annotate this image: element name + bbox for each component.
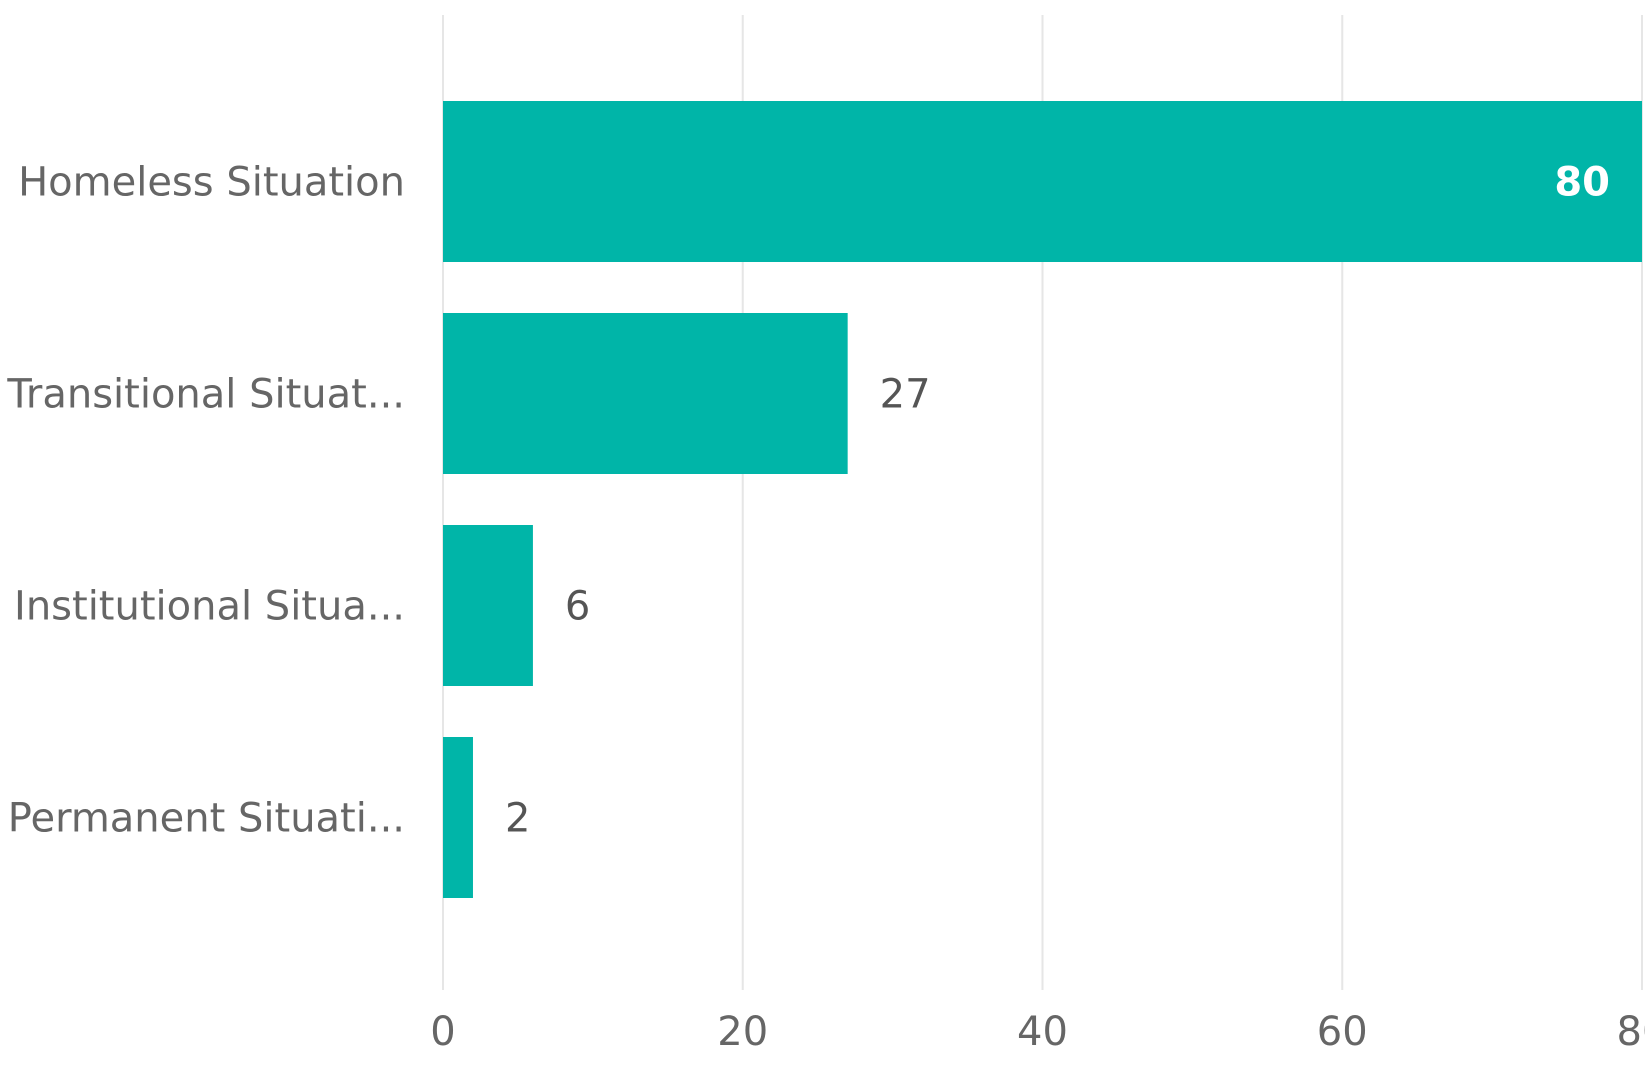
data-label: 6 <box>565 584 590 630</box>
category-labels: Homeless Situation Transitional Situat...… <box>6 160 405 842</box>
data-label: 80 <box>1554 160 1610 206</box>
data-label: 2 <box>505 796 530 842</box>
data-labels: 80 27 6 2 <box>505 160 1610 842</box>
bar[interactable] <box>443 737 473 898</box>
category-label: Institutional Situa... <box>14 584 405 630</box>
category-label: Homeless Situation <box>18 160 405 206</box>
bar[interactable] <box>443 525 533 686</box>
data-label: 27 <box>880 372 931 418</box>
bar[interactable] <box>443 101 1642 262</box>
x-tick-label: 40 <box>1017 1009 1068 1055</box>
x-tick-label: 20 <box>717 1009 768 1055</box>
bars <box>443 101 1642 898</box>
category-label: Permanent Situati... <box>8 796 405 842</box>
bar[interactable] <box>443 313 848 474</box>
x-tick-label: 80 <box>1617 1009 1645 1055</box>
x-tick-label: 0 <box>430 1009 455 1055</box>
category-label: Transitional Situat... <box>6 372 405 418</box>
x-tick-label: 60 <box>1317 1009 1368 1055</box>
x-axis-ticks: 0 20 40 60 80 <box>430 1009 1645 1055</box>
